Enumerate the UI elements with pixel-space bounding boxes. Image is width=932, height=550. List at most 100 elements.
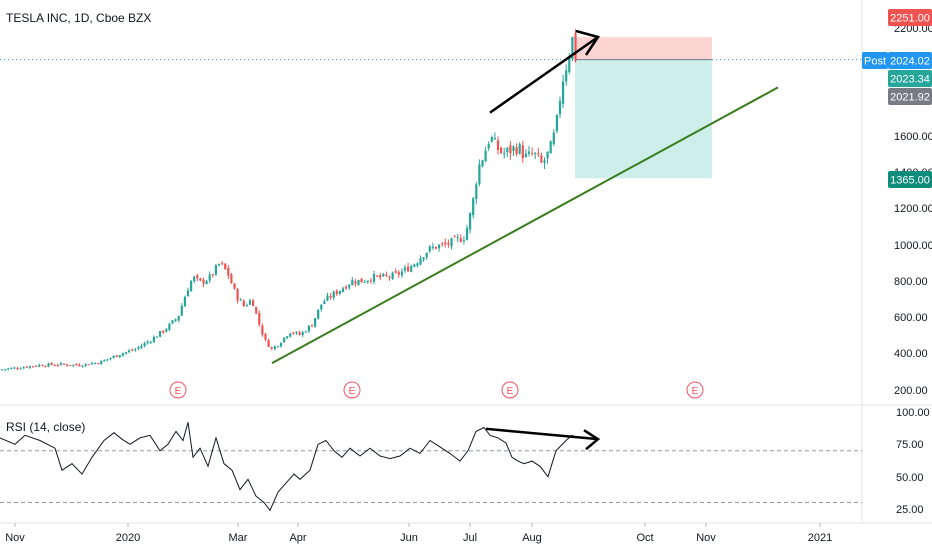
candle-body	[372, 274, 376, 282]
candle-body	[183, 296, 186, 307]
candle-body	[416, 263, 419, 266]
time-axis-label: Nov	[696, 532, 716, 544]
candle-body	[66, 364, 69, 366]
candle-body	[469, 213, 472, 230]
candle-body	[134, 349, 137, 351]
candle-body	[509, 145, 512, 154]
candle-body	[152, 336, 155, 343]
candle-body	[537, 153, 540, 155]
earnings-marker[interactable]	[343, 381, 361, 399]
earnings-marker[interactable]	[169, 381, 187, 399]
candle-body	[267, 339, 270, 347]
earnings-marker[interactable]	[501, 381, 519, 399]
rsi-tick-label: 75.00	[896, 439, 924, 451]
candle-body	[233, 283, 236, 289]
price-badge-label: 2023.34	[890, 74, 930, 86]
time-axis-label: 2021	[808, 532, 832, 544]
candle-body	[481, 160, 484, 167]
candle-body	[354, 281, 357, 284]
candle-body	[546, 151, 549, 159]
candle-body	[503, 153, 506, 155]
take-profit-zone[interactable]	[575, 59, 712, 179]
candle-body	[410, 265, 413, 272]
time-axis-label: Mar	[229, 532, 248, 544]
candle-body	[574, 33, 577, 62]
candle-body	[565, 70, 568, 82]
candle-body	[146, 341, 149, 344]
candle-body	[106, 359, 109, 361]
candle-body	[118, 355, 121, 358]
candle-body	[534, 152, 537, 154]
candle-body	[50, 362, 53, 365]
candle-body	[431, 246, 434, 248]
candle-body	[53, 365, 56, 367]
candle-body	[332, 291, 335, 298]
candle-body	[35, 365, 38, 367]
rsi-tick-label: 25.00	[896, 504, 924, 516]
candle-body	[38, 364, 41, 367]
candle-body	[128, 350, 131, 352]
candle-body	[314, 318, 317, 327]
candle-body	[168, 323, 171, 330]
candle-body	[44, 366, 47, 368]
candle-body	[521, 145, 524, 159]
candle-body	[69, 364, 72, 366]
candle-body	[10, 367, 13, 369]
candle-body	[190, 281, 193, 292]
candle-body	[155, 336, 159, 338]
candle-body	[388, 276, 391, 278]
candle-body	[193, 276, 196, 282]
earnings-marker-label: E	[692, 386, 699, 397]
candle-body	[323, 301, 326, 304]
candle-body	[543, 160, 546, 163]
candle-body	[366, 280, 369, 283]
candle-body	[149, 341, 152, 343]
support-trendline[interactable]	[271, 86, 779, 365]
candle-body	[496, 140, 500, 150]
candle-body	[131, 349, 134, 351]
candle-body	[22, 367, 25, 369]
candle-body	[112, 355, 115, 358]
rsi-arrow-line[interactable]	[485, 427, 599, 441]
candle-body	[363, 282, 366, 284]
price-tick-label: 1200.00	[894, 203, 932, 215]
candle-body	[261, 325, 264, 335]
candle-body	[258, 313, 261, 325]
candle-body	[137, 347, 140, 349]
candle-body	[341, 288, 345, 292]
price-tick-label: 600.00	[894, 312, 928, 324]
candle-body	[16, 368, 19, 370]
candle-body	[292, 332, 295, 334]
candle-body	[276, 346, 279, 348]
candle-body	[239, 299, 242, 301]
candle-body	[159, 331, 162, 337]
candle-body	[90, 363, 93, 365]
candle-body	[286, 336, 289, 339]
candle-body	[394, 271, 397, 273]
chart-title: TESLA INC, 1D, Cboe BZX	[6, 11, 151, 25]
candle-body	[171, 320, 174, 324]
candle-body	[19, 368, 22, 370]
candle-body	[360, 278, 363, 283]
candle-body	[41, 365, 44, 367]
candle-body	[270, 347, 273, 349]
price-arrow-line[interactable]	[489, 35, 599, 114]
candle-body	[97, 363, 100, 365]
candle-body	[295, 331, 298, 334]
candle-body	[78, 364, 81, 367]
candle-body	[242, 300, 245, 307]
candle-body	[255, 306, 258, 314]
earnings-marker[interactable]	[686, 381, 704, 399]
candle-body	[531, 153, 534, 155]
stop-loss-zone[interactable]	[575, 37, 712, 60]
candle-body	[59, 363, 62, 365]
candle-body	[568, 56, 571, 73]
candle-body	[301, 332, 304, 336]
candle-body	[245, 305, 248, 307]
candle-body	[47, 363, 50, 367]
candle-body	[493, 138, 496, 140]
candle-body	[115, 355, 118, 357]
candle-body	[338, 290, 341, 294]
candle-body	[475, 184, 478, 200]
